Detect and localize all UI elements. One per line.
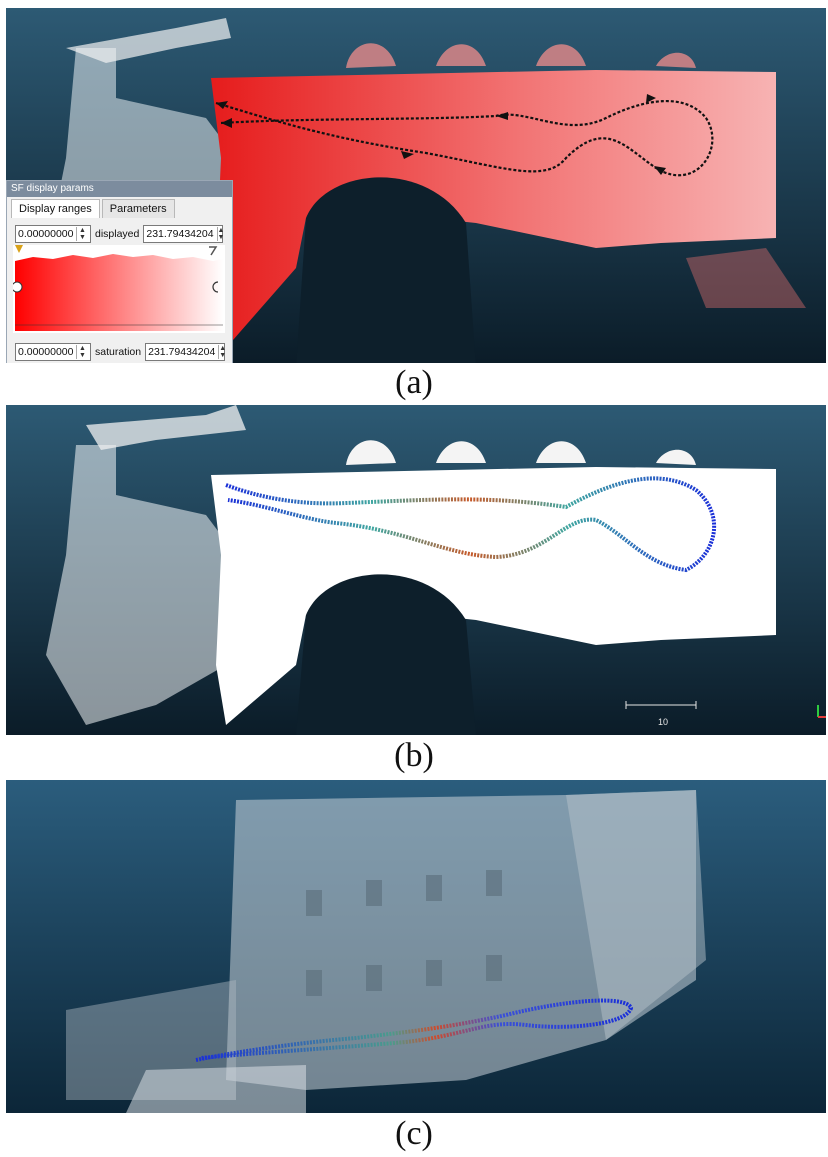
display-min-spinbox[interactable]: 0.00000000 ▲ ▼ [15, 225, 91, 243]
trajectory-arrow-icon [496, 112, 508, 120]
displayed-label: displayed [95, 228, 140, 240]
max-handle-icon[interactable] [209, 246, 218, 256]
saturation-min-value: 0.00000000 [18, 346, 74, 358]
saturation-range-row: 0.00000000 ▲ ▼ saturation 231.79434204 ▲ ▼ [15, 343, 227, 361]
scale-bar-label: 10 [658, 717, 668, 727]
tab-parameters[interactable]: Parameters [101, 199, 175, 218]
trajectory-path [215, 99, 714, 177]
min-handle-icon[interactable] [15, 245, 23, 253]
dialog-title: SF display params [7, 181, 232, 197]
trajectory-arrow-icon [654, 166, 666, 175]
sf-display-params-dialog: SF display params Display ranges Paramete… [6, 180, 233, 363]
spin-arrows-icon[interactable]: ▲ ▼ [218, 345, 227, 359]
trajectory-path-3d [195, 998, 634, 1062]
display-max-value: 231.79434204 [146, 228, 214, 240]
saturation-max-handle-icon[interactable] [212, 281, 219, 293]
saturation-max-value: 231.79434204 [148, 346, 216, 358]
saturation-max-spinbox[interactable]: 231.79434204 ▲ ▼ [145, 343, 227, 361]
display-max-spinbox[interactable]: 231.79434204 ▲ ▼ [143, 225, 225, 243]
display-min-value: 0.00000000 [18, 228, 74, 240]
histogram-color-ramp[interactable] [13, 245, 225, 333]
caption-c: (c) [395, 1115, 433, 1152]
panel-b-pointcloud: 10 [6, 405, 826, 735]
trajectory-arrow-icon [646, 94, 656, 103]
panel-b-view: 10 [6, 405, 826, 735]
caption-b: (b) [394, 737, 434, 774]
saturation-min-spinbox[interactable]: 0.00000000 ▲ ▼ [15, 343, 91, 361]
panel-a-view: SF display params Display ranges Paramete… [6, 8, 826, 363]
saturation-label: saturation [95, 346, 142, 358]
trajectory-arrow-icon [216, 101, 228, 109]
tab-display-ranges[interactable]: Display ranges [11, 199, 100, 218]
caption-a: (a) [395, 364, 433, 401]
trajectory-path-colored [225, 476, 716, 573]
panel-c-pointcloud [6, 780, 826, 1113]
display-range-row: 0.00000000 ▲ ▼ displayed 231.79434204 ▲ ▼ [15, 225, 225, 243]
saturation-min-handle-icon[interactable] [13, 281, 23, 293]
dialog-tabs: Display ranges Parameters [11, 199, 177, 219]
trajectory-arrow-icon [401, 151, 414, 159]
spin-arrows-icon[interactable]: ▲ ▼ [76, 227, 87, 241]
building-cloud-white [211, 467, 776, 725]
panel-c-view [6, 780, 826, 1113]
spin-arrows-icon[interactable]: ▲ ▼ [216, 227, 225, 241]
trajectory-arrow-icon [221, 118, 232, 128]
spin-arrows-icon[interactable]: ▲ ▼ [76, 345, 87, 359]
scale-bar [625, 701, 697, 709]
